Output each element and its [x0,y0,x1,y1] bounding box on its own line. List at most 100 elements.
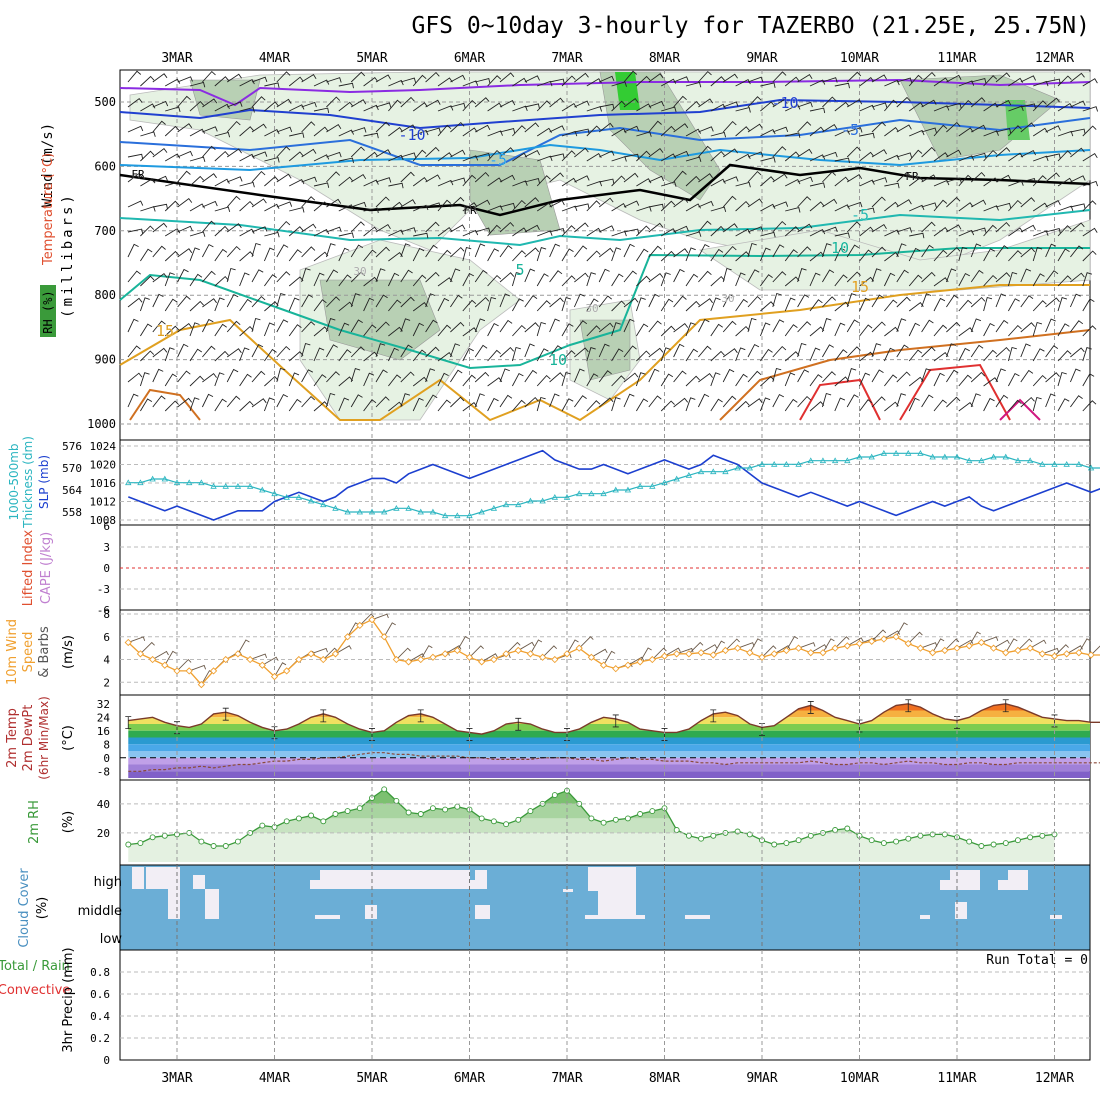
wind-barb [400,393,411,408]
wind-barb [288,398,302,412]
wind10m-point [758,653,766,661]
wind-barb [722,348,738,358]
wind-barb [375,246,390,258]
rh2m-point [515,816,522,823]
wind-barb [338,176,354,187]
wind-barb [921,244,934,258]
temp-band [128,771,1090,778]
thickness-point [1051,461,1058,467]
wind-barb [574,222,589,233]
precip-label-1: Total / Rain [0,959,70,974]
wind-barb [214,103,230,112]
slp-label-thickness1: 1000-500mb [7,443,21,520]
cape-tick: -3 [97,583,110,596]
wind-barb [140,75,155,87]
wind-barb [301,121,316,133]
thickness-point [807,457,814,464]
wind-barb-10m [834,636,850,649]
wind-barb [536,374,551,387]
wind-barb [636,150,651,162]
wind-barb [685,348,699,362]
wind10m-point [989,644,998,652]
wind-barb [772,393,785,408]
wind-barb [387,347,399,362]
rh2m-point [868,837,875,844]
wind-barb [846,271,861,283]
contour-label: FR [131,168,145,181]
wind-barb [574,147,589,158]
wind-barb-10m [371,613,389,621]
wind-barb [1020,178,1037,184]
wind-barb [425,174,441,183]
wind-barb-10m [408,653,425,663]
wind-barb [946,121,961,133]
thickness-point [417,508,424,515]
wind-barb [1070,395,1083,408]
wind-barb [611,247,622,262]
wind-barb [623,97,639,108]
wind-barb [834,157,850,164]
wind-barb [1082,200,1097,212]
wind-barb [425,221,440,233]
wind-barb [276,292,286,308]
pressure-axis: 500 600 700 800 900 1000 [87,95,116,431]
rh2m-point [356,805,363,812]
wind-barb [896,152,913,158]
wind-barb [1057,248,1070,262]
wind-barb [635,297,646,312]
wind-barb [313,107,330,114]
wind-barb [239,78,255,87]
wind10m-point [746,649,754,657]
wind-barb [784,249,798,262]
wind-barb [660,298,674,312]
wind10m-point [563,650,571,658]
wind10m-point [612,665,620,673]
wind-barb [834,129,851,137]
rh2m-point [771,841,778,848]
wind-barb-10m [566,639,579,655]
wind-barb [797,369,810,383]
wind-barb [760,82,776,88]
dewpt2m-line [128,752,1100,772]
temperature-contour [999,398,1041,421]
thickness-point [381,508,388,515]
wind10m-point [916,644,925,652]
wind-barb [971,78,987,84]
wind10m-point [648,655,656,664]
wind-barb [1045,318,1056,333]
wind-barb [350,173,367,183]
contour-label: -5 [841,121,859,139]
wind-barb [127,372,143,383]
cape-label-li: Lifted Index [21,529,36,606]
upper-label-wind: Wind (m/s) [40,123,56,207]
wind-barb [375,268,386,283]
temp-tick-8: 8 [103,738,110,751]
wind-barb [946,102,962,109]
cloud-clear-block [168,889,180,919]
wind-barb [412,349,427,362]
wind-barb [636,248,649,262]
wind-barb [152,147,168,158]
wind-barb [437,226,453,237]
wind-barb [760,203,776,212]
wind-barb [933,399,947,412]
wind-barb [648,245,662,258]
wind-barb [822,198,838,208]
thickness-point [624,486,632,493]
chart-title: GFS 0~10day 3-hourly for TAZERBO (21.25E… [411,13,1090,39]
wind-barb [722,293,735,308]
wind-barb [536,321,547,337]
wind-barb [239,298,252,312]
wind-barb [722,73,738,83]
wind-barb [760,348,773,362]
wind10m-point [441,650,449,658]
rh2m-point [222,843,229,849]
wind-barb [685,128,701,137]
wind-barb [747,317,757,333]
wind-barb [809,299,823,312]
wind-barb [239,325,254,337]
wind-barb [325,318,336,333]
wind-barb [1057,150,1072,162]
wind-barb [648,73,664,83]
